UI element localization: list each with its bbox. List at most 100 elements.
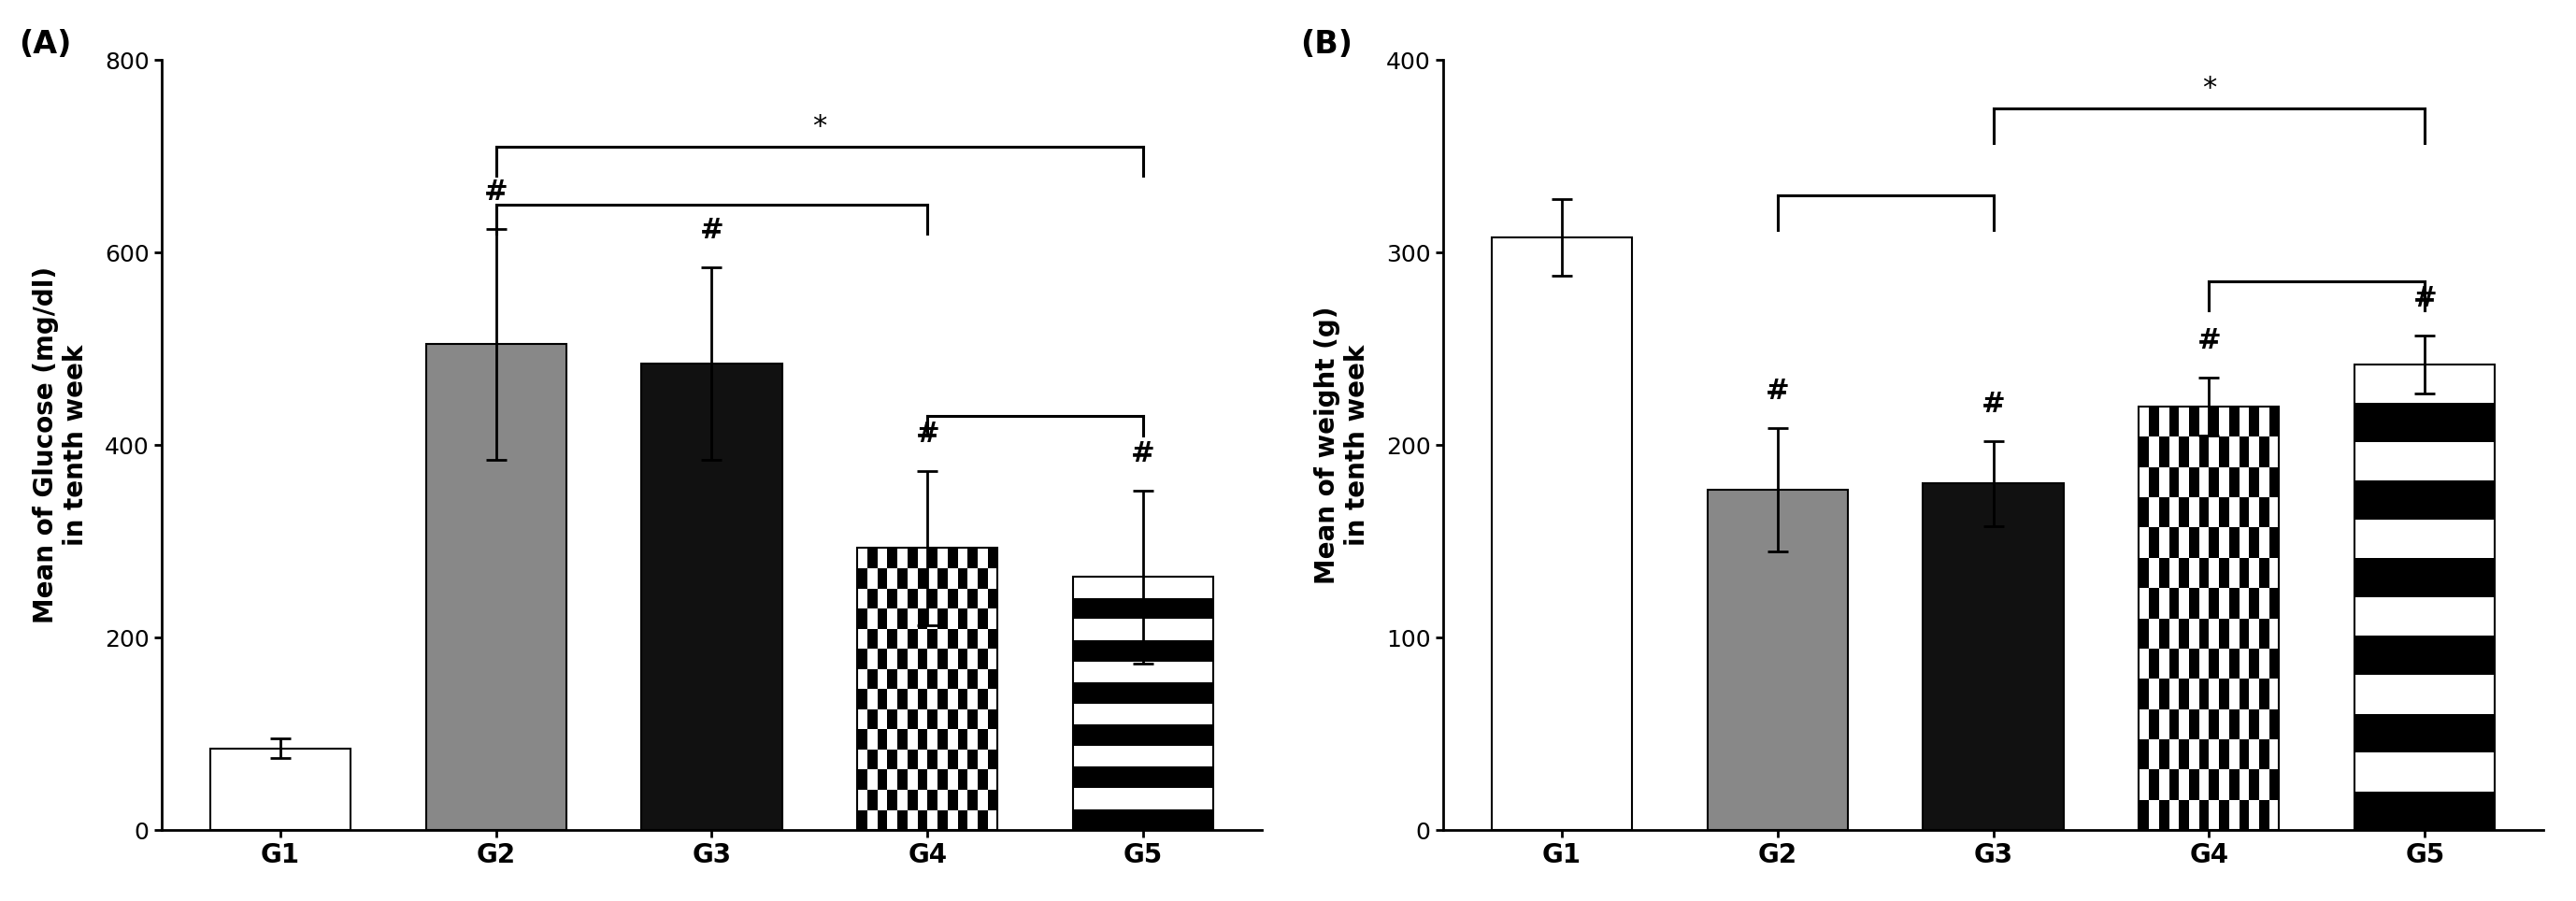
Bar (2218, 588, 2228, 618)
Bar (2200, 678, 2210, 709)
Bar (907, 769, 917, 790)
Bar (907, 588, 917, 608)
Bar (2179, 800, 2190, 830)
Bar (948, 790, 958, 810)
Bar (2179, 467, 2190, 497)
Bar (917, 548, 927, 569)
Bar (2210, 769, 2218, 800)
Bar (2354, 636, 2496, 675)
Bar (2210, 618, 2218, 649)
Bar (2249, 558, 2259, 588)
Bar (917, 569, 927, 588)
Bar (2239, 437, 2249, 467)
Bar (917, 709, 927, 729)
Bar (987, 608, 997, 629)
Bar (2249, 497, 2259, 528)
Bar (2169, 800, 2179, 830)
Bar (948, 569, 958, 588)
Bar (927, 548, 938, 569)
Bar (2159, 528, 2169, 558)
Bar (948, 669, 958, 689)
Bar (2354, 752, 2496, 791)
Bar (979, 729, 987, 750)
Bar (878, 608, 889, 629)
Bar (2210, 467, 2218, 497)
Bar (2354, 403, 2496, 441)
Bar (2228, 528, 2239, 558)
Bar (958, 750, 969, 769)
Bar (878, 769, 889, 790)
Bar (2138, 588, 2148, 618)
Bar (2218, 800, 2228, 830)
Bar (2138, 406, 2280, 830)
Bar (2190, 406, 2200, 437)
Bar (938, 608, 948, 629)
Bar (2138, 497, 2148, 528)
Bar (2354, 675, 2496, 714)
Bar (2228, 800, 2239, 830)
Bar (987, 629, 997, 649)
Bar (2169, 740, 2179, 769)
Text: #: # (2197, 328, 2221, 355)
Bar (969, 689, 979, 709)
Bar (927, 649, 938, 669)
Bar (987, 649, 997, 669)
Bar (2200, 588, 2210, 618)
Bar (2218, 528, 2228, 558)
Bar (938, 810, 948, 830)
Bar (2148, 497, 2159, 528)
Bar (979, 548, 987, 569)
Bar (2228, 769, 2239, 800)
Bar (2259, 800, 2269, 830)
Bar (896, 669, 907, 689)
Bar (987, 729, 997, 750)
Bar (2179, 649, 2190, 678)
Bar (927, 729, 938, 750)
Bar (889, 588, 896, 608)
Bar (2159, 497, 2169, 528)
Bar (2200, 558, 2210, 588)
Bar (858, 689, 868, 709)
Bar (927, 569, 938, 588)
Bar (2269, 649, 2280, 678)
Bar (896, 548, 907, 569)
Bar (2259, 588, 2269, 618)
Bar (2239, 497, 2249, 528)
Bar (938, 588, 948, 608)
Bar (1074, 577, 1213, 830)
Bar (2259, 709, 2269, 740)
Bar (927, 709, 938, 729)
Bar (2218, 497, 2228, 528)
Bar (2239, 709, 2249, 740)
Bar (896, 608, 907, 629)
Bar (2228, 437, 2239, 467)
Bar (858, 709, 868, 729)
Bar (2190, 709, 2200, 740)
Bar (917, 769, 927, 790)
Bar (2249, 406, 2259, 437)
Bar (2259, 740, 2269, 769)
Bar (889, 629, 896, 649)
Bar (2239, 678, 2249, 709)
Bar (2239, 740, 2249, 769)
Bar (2228, 406, 2239, 437)
Bar (987, 709, 997, 729)
Bar (2138, 528, 2148, 558)
Bar (878, 569, 889, 588)
Bar (927, 790, 938, 810)
Bar (878, 649, 889, 669)
Bar (2228, 740, 2239, 769)
Bar (1074, 704, 1213, 724)
Bar (858, 588, 868, 608)
Bar (987, 669, 997, 689)
Bar (2169, 678, 2179, 709)
Bar (979, 769, 987, 790)
Bar (896, 769, 907, 790)
Bar (938, 569, 948, 588)
Bar (2169, 467, 2179, 497)
Bar (948, 769, 958, 790)
Bar (2138, 678, 2148, 709)
Bar (927, 810, 938, 830)
Bar (907, 669, 917, 689)
Bar (2218, 769, 2228, 800)
